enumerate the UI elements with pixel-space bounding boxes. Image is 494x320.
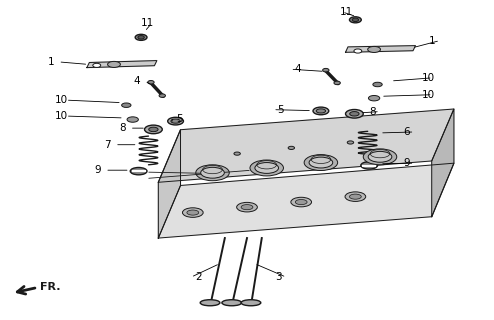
Ellipse shape (345, 109, 363, 118)
Ellipse shape (135, 34, 147, 40)
Ellipse shape (222, 300, 242, 306)
Ellipse shape (167, 117, 183, 125)
Ellipse shape (350, 112, 359, 116)
Text: 5: 5 (277, 105, 284, 115)
Text: 8: 8 (119, 123, 125, 133)
Ellipse shape (171, 119, 180, 123)
Polygon shape (432, 109, 454, 217)
Text: 5: 5 (176, 114, 183, 124)
Ellipse shape (138, 36, 144, 39)
Ellipse shape (349, 17, 361, 23)
Ellipse shape (201, 167, 224, 178)
Ellipse shape (148, 81, 154, 84)
Ellipse shape (122, 103, 131, 108)
Ellipse shape (187, 210, 199, 215)
Polygon shape (159, 130, 180, 238)
Text: 9: 9 (94, 165, 101, 175)
Ellipse shape (237, 202, 257, 212)
Ellipse shape (368, 46, 380, 52)
Text: 10: 10 (55, 111, 68, 121)
Polygon shape (87, 60, 157, 68)
Ellipse shape (241, 300, 261, 306)
Polygon shape (159, 109, 454, 182)
Ellipse shape (309, 157, 333, 168)
Ellipse shape (345, 192, 366, 201)
Ellipse shape (352, 18, 359, 21)
Text: 9: 9 (404, 158, 411, 168)
Ellipse shape (196, 165, 229, 181)
Ellipse shape (363, 149, 397, 165)
Text: 2: 2 (195, 272, 202, 282)
Text: FR.: FR. (40, 282, 61, 292)
Text: 1: 1 (429, 36, 436, 45)
Ellipse shape (316, 109, 326, 113)
Ellipse shape (304, 155, 337, 171)
Text: 6: 6 (404, 127, 411, 137)
Text: 11: 11 (340, 7, 353, 17)
Polygon shape (159, 163, 454, 238)
Ellipse shape (93, 63, 101, 68)
Ellipse shape (334, 81, 340, 85)
Ellipse shape (200, 300, 220, 306)
Ellipse shape (369, 95, 380, 101)
Ellipse shape (323, 68, 329, 72)
Ellipse shape (241, 204, 253, 210)
Ellipse shape (288, 146, 294, 149)
Ellipse shape (347, 141, 354, 144)
Ellipse shape (368, 151, 392, 162)
Text: 8: 8 (369, 107, 376, 116)
Ellipse shape (159, 94, 165, 97)
Text: 10: 10 (55, 95, 68, 105)
Ellipse shape (145, 125, 162, 134)
Ellipse shape (182, 208, 203, 217)
Ellipse shape (361, 162, 377, 169)
Ellipse shape (250, 160, 284, 176)
Ellipse shape (349, 194, 361, 199)
Ellipse shape (108, 61, 121, 68)
Ellipse shape (149, 127, 158, 132)
Ellipse shape (127, 117, 138, 122)
Ellipse shape (313, 107, 329, 115)
Polygon shape (345, 46, 415, 52)
Text: 4: 4 (294, 64, 301, 74)
Text: 3: 3 (276, 272, 282, 282)
Ellipse shape (130, 167, 147, 175)
Text: 10: 10 (422, 73, 435, 83)
Ellipse shape (291, 197, 312, 207)
Text: 7: 7 (104, 140, 111, 150)
Text: 4: 4 (134, 76, 140, 86)
Ellipse shape (354, 49, 362, 53)
Text: 10: 10 (422, 90, 435, 100)
Text: 11: 11 (141, 18, 154, 28)
Ellipse shape (373, 82, 382, 87)
Ellipse shape (295, 199, 307, 204)
Ellipse shape (234, 152, 241, 155)
Text: 1: 1 (47, 57, 54, 67)
Ellipse shape (255, 163, 279, 173)
